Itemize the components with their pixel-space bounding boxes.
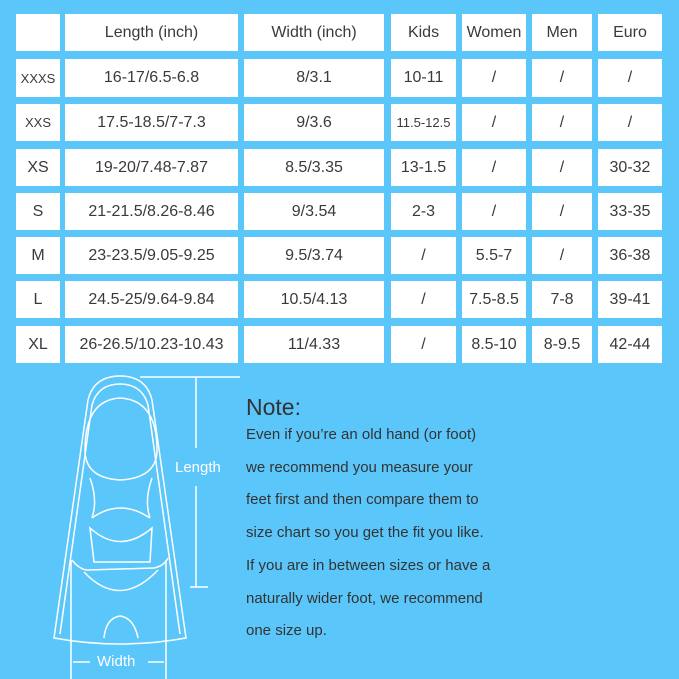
swim-fin-diagram: [53, 375, 240, 679]
table-cell: 21-21.5/8.26-8.46: [65, 193, 238, 230]
table-cell: 7.5-8.5: [462, 281, 526, 318]
table-cell: 39-41: [598, 281, 662, 318]
column-header: Length (inch): [65, 14, 238, 51]
length-label: Length: [175, 459, 221, 476]
column-header: Euro: [598, 14, 662, 51]
table-cell: /: [391, 281, 456, 318]
column-header: Men: [532, 14, 592, 51]
table-cell: 9/3.54: [244, 193, 384, 230]
column-header: [16, 14, 60, 51]
note-title: Note:: [246, 394, 301, 420]
table-cell: /: [391, 326, 456, 363]
table-cell: 8/3.1: [244, 59, 384, 97]
table-cell: /: [532, 104, 592, 141]
table-cell: 30-32: [598, 149, 662, 186]
table-cell: /: [532, 149, 592, 186]
table-cell: 8-9.5: [532, 326, 592, 363]
row-header-size: XS: [16, 149, 60, 186]
row-header-size: S: [16, 193, 60, 230]
note-line: we recommend you measure your: [246, 459, 473, 476]
table-cell: /: [532, 237, 592, 274]
table-cell: /: [532, 193, 592, 230]
table-cell: 19-20/7.48-7.87: [65, 149, 238, 186]
table-cell: 33-35: [598, 193, 662, 230]
table-cell: 42-44: [598, 326, 662, 363]
column-header: Width (inch): [244, 14, 384, 51]
table-cell: /: [598, 59, 662, 97]
table-cell: 10.5/4.13: [244, 281, 384, 318]
note-line: Even if you’re an old hand (or foot): [246, 426, 477, 443]
table-cell: /: [598, 104, 662, 141]
row-header-size: XL: [16, 326, 60, 363]
row-header-size: M: [16, 237, 60, 274]
table-cell: 2-3: [391, 193, 456, 230]
table-cell: 16-17/6.5-6.8: [65, 59, 238, 97]
row-header-size: XXS: [16, 104, 60, 141]
table-cell: 11/4.33: [244, 326, 384, 363]
width-label: Width: [97, 653, 136, 670]
table-cell: 36-38: [598, 237, 662, 274]
note-line: size chart so you get the fit you like.: [246, 524, 484, 541]
table-cell: 9.5/3.74: [244, 237, 384, 274]
table-cell: /: [462, 59, 526, 97]
table-cell: 8.5-10: [462, 326, 526, 363]
table-cell: 7-8: [532, 281, 592, 318]
table-cell: 13-1.5: [391, 149, 456, 186]
table-cell: /: [391, 237, 456, 274]
table-cell: 23-23.5/9.05-9.25: [65, 237, 238, 274]
table-cell: 11.5-12.5: [391, 104, 456, 141]
table-cell: 5.5-7: [462, 237, 526, 274]
table-cell: /: [462, 149, 526, 186]
table-cell: 26-26.5/10.23-10.43: [65, 326, 238, 363]
row-header-size: XXXS: [16, 59, 60, 97]
table-cell: 17.5-18.5/7-7.3: [65, 104, 238, 141]
table-cell: 8.5/3.35: [244, 149, 384, 186]
note-line: feet first and then compare them to: [246, 491, 479, 508]
table-cell: 10-11: [391, 59, 456, 97]
note-line: naturally wider foot, we recommend: [246, 590, 483, 607]
note-line: If you are in between sizes or have a: [246, 557, 491, 574]
row-header-size: L: [16, 281, 60, 318]
table-cell: /: [532, 59, 592, 97]
table-cell: 24.5-25/9.64-9.84: [65, 281, 238, 318]
table-cell: /: [462, 104, 526, 141]
table-cell: 9/3.6: [244, 104, 384, 141]
column-header: Women: [462, 14, 526, 51]
table-cell: /: [462, 193, 526, 230]
note-line: one size up.: [246, 622, 327, 639]
column-header: Kids: [391, 14, 456, 51]
